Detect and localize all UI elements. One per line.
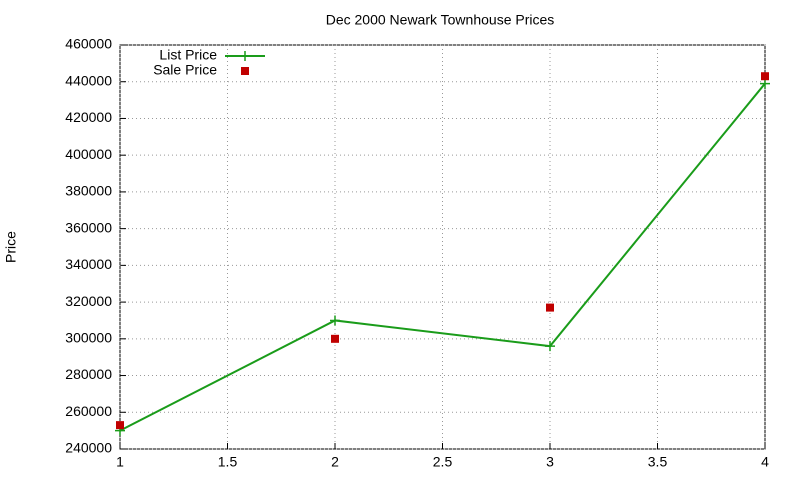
- y-tick-label: 320000: [65, 293, 112, 309]
- x-tick-label: 2: [331, 454, 339, 470]
- legend-marker: [241, 67, 249, 75]
- y-tick-label: 440000: [65, 72, 112, 88]
- x-tick-label: 3.5: [648, 454, 668, 470]
- x-tick-label: 4: [761, 454, 769, 470]
- point: [760, 78, 770, 89]
- y-tick-label: 420000: [65, 109, 112, 125]
- point: [546, 303, 554, 312]
- y-tick-label: 260000: [65, 403, 112, 419]
- point: [761, 72, 769, 81]
- legend-marker: [240, 51, 250, 61]
- y-tick-label: 360000: [65, 219, 112, 235]
- point: [116, 421, 124, 430]
- y-tick-label: 400000: [65, 146, 112, 162]
- y-axis-label: Price: [3, 231, 19, 263]
- x-tick-label: 1.5: [218, 454, 238, 470]
- y-tick-label: 340000: [65, 256, 112, 272]
- y-tick-label: 280000: [65, 366, 112, 382]
- y-tick-label: 300000: [65, 330, 112, 346]
- series-line: [119, 82, 766, 432]
- y-tick-label: 240000: [65, 440, 112, 456]
- legend-label: Sale Price: [153, 62, 217, 78]
- chart-title: Dec 2000 Newark Townhouse Prices: [326, 12, 555, 28]
- point: [330, 315, 340, 326]
- point: [545, 341, 555, 352]
- legend-label: List Price: [159, 47, 217, 63]
- x-tick-label: 2.5: [433, 454, 453, 470]
- y-tick-label: 460000: [65, 36, 112, 52]
- x-tick-label: 3: [546, 454, 554, 470]
- point: [331, 334, 339, 343]
- x-tick-label: 1: [116, 454, 124, 470]
- y-tick-label: 380000: [65, 183, 112, 199]
